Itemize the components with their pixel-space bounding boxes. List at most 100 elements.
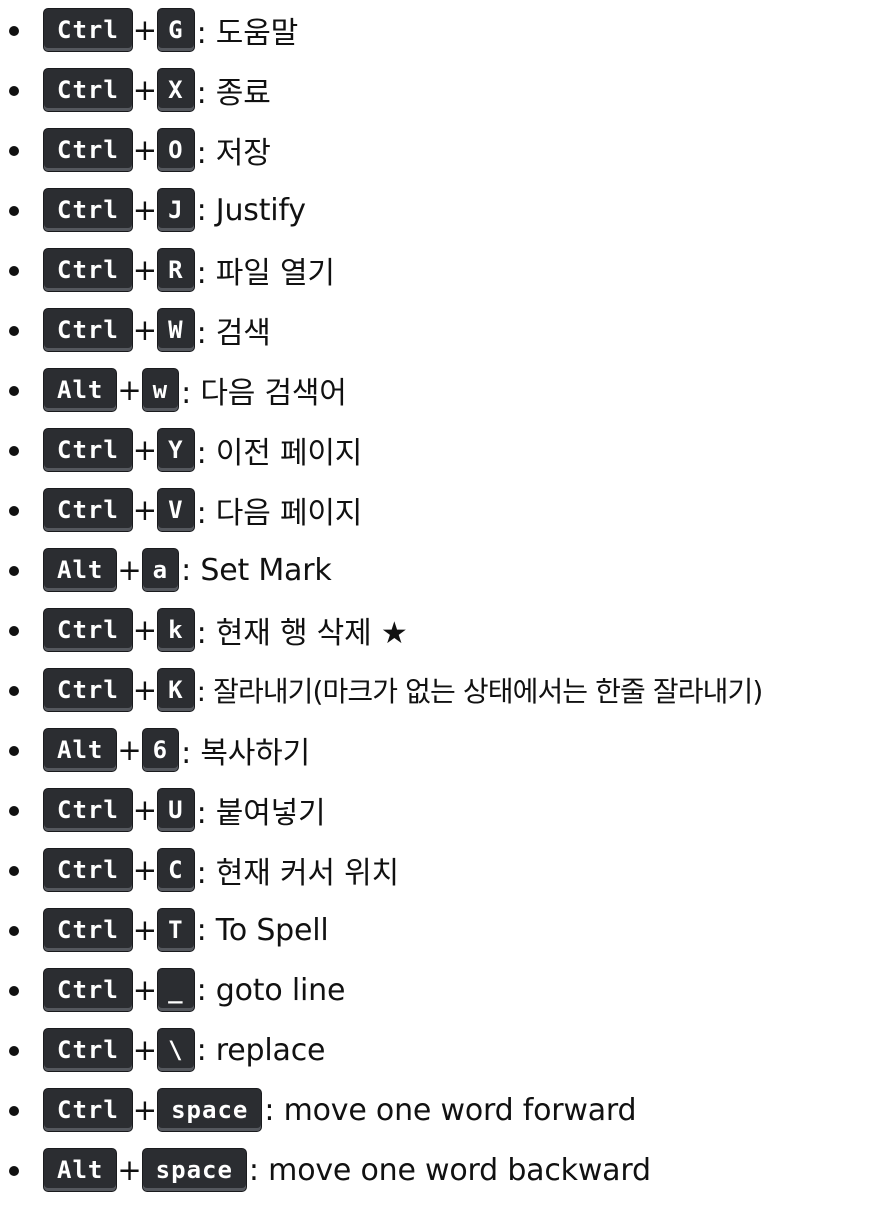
list-item: Alt + w : 다음 검색어 [0,360,894,420]
list-item: Ctrl + T : To Spell [0,900,894,960]
plus-sign: + [132,1092,158,1127]
shortcut-description: : Set Mark [181,552,332,588]
plus-sign: + [132,792,158,827]
list-item: Alt + a : Set Mark [0,540,894,600]
modifier-key: Ctrl [44,1089,132,1131]
shortcut-key: T [158,909,194,951]
modifier-key: Ctrl [44,9,132,51]
plus-sign: + [132,72,158,107]
shortcut-description: : 복사하기 [181,736,310,771]
modifier-key: Ctrl [44,789,132,831]
shortcut-key: G [158,9,194,51]
shortcut-key: J [158,189,194,231]
modifier-key: Alt [44,729,117,771]
plus-sign: + [132,252,158,287]
plus-sign: + [132,1032,158,1067]
shortcut-key: space [142,1149,246,1191]
list-item: Ctrl + _ : goto line [0,960,894,1020]
shortcut-key: Y [158,429,194,471]
list-item: Ctrl + X : 종료 [0,60,894,120]
plus-sign: + [132,912,158,947]
modifier-key: Ctrl [44,609,132,651]
plus-sign: + [132,432,158,467]
plus-sign: + [132,612,158,647]
shortcut-description: : 다음 검색어 [181,376,347,411]
modifier-key: Ctrl [44,669,132,711]
shortcut-description: : goto line [196,972,346,1008]
plus-sign: + [132,852,158,887]
list-item: Ctrl + space : move one word forward [0,1080,894,1140]
list-item: Ctrl + Y : 이전 페이지 [0,420,894,480]
modifier-key: Ctrl [44,249,132,291]
shortcut-description: : Justify [196,192,306,228]
list-item: Ctrl + R : 파일 열기 [0,240,894,300]
shortcut-description: : To Spell [196,912,329,948]
list-item: Ctrl + \ : replace [0,1020,894,1080]
shortcut-description: : 잘라내기(마크가 없는 상태에서는 한줄 잘라내기) [196,675,764,708]
modifier-key: Ctrl [44,489,132,531]
plus-sign: + [117,372,142,407]
shortcut-key: X [158,69,194,111]
shortcut-key: V [158,489,194,531]
shortcut-description: : 현재 커서 위치 [196,856,400,891]
plus-sign: + [117,732,142,767]
plus-sign: + [132,12,158,47]
shortcut-description: : 파일 열기 [196,256,335,291]
modifier-key: Ctrl [44,69,132,111]
modifier-key: Ctrl [44,429,132,471]
plus-sign: + [132,192,158,227]
shortcut-key: C [158,849,194,891]
plus-sign: + [132,972,158,1007]
plus-sign: + [132,312,158,347]
modifier-key: Ctrl [44,849,132,891]
shortcut-description: : 현재 행 삭제 ★ [196,616,408,651]
shortcut-key: K [158,669,194,711]
list-item: Ctrl + W : 검색 [0,300,894,360]
modifier-key: Ctrl [44,969,132,1011]
list-item: Ctrl + U : 붙여넣기 [0,780,894,840]
shortcut-description: : move one word forward [264,1092,637,1128]
list-item: Ctrl + G : 도움말 [0,0,894,60]
plus-sign: + [132,672,158,707]
plus-sign: + [117,552,142,587]
modifier-key: Alt [44,369,117,411]
shortcut-description: : 다음 페이지 [196,496,363,531]
plus-sign: + [132,492,158,527]
list-item: Alt + 6 : 복사하기 [0,720,894,780]
shortcut-key: \ [158,1029,194,1071]
shortcut-key: w [142,369,179,411]
modifier-key: Ctrl [44,189,132,231]
modifier-key: Ctrl [44,909,132,951]
list-item: Ctrl + V : 다음 페이지 [0,480,894,540]
shortcut-description: : replace [196,1032,326,1068]
shortcut-key: U [158,789,194,831]
list-item: Ctrl + C : 현재 커서 위치 [0,840,894,900]
shortcut-description: : 도움말 [196,16,299,51]
modifier-key: Alt [44,1149,117,1191]
list-item: Ctrl + K : 잘라내기(마크가 없는 상태에서는 한줄 잘라내기) [0,660,894,720]
shortcut-key: 6 [142,729,179,771]
modifier-key: Ctrl [44,1029,132,1071]
list-item: Ctrl + O : 저장 [0,120,894,180]
shortcut-key: k [158,609,194,651]
shortcut-key: _ [158,969,194,1011]
modifier-key: Ctrl [44,129,132,171]
shortcut-key: O [158,129,194,171]
list-item: Alt + space : move one word backward [0,1140,894,1200]
plus-sign: + [132,132,158,167]
shortcut-description: : 이전 페이지 [196,436,363,471]
shortcut-key: space [158,1089,262,1131]
modifier-key: Ctrl [44,309,132,351]
shortcut-key: a [142,549,179,591]
modifier-key: Alt [44,549,117,591]
shortcut-description: : 검색 [196,316,271,351]
list-item: Ctrl + k : 현재 행 삭제 ★ [0,600,894,660]
shortcut-description: : 저장 [196,136,271,171]
shortcut-key: W [158,309,194,351]
shortcut-description: : 종료 [196,76,271,111]
plus-sign: + [117,1152,142,1187]
shortcut-description: : move one word backward [248,1152,651,1188]
shortcut-key: R [158,249,194,291]
shortcut-description: : 붙여넣기 [196,796,326,831]
